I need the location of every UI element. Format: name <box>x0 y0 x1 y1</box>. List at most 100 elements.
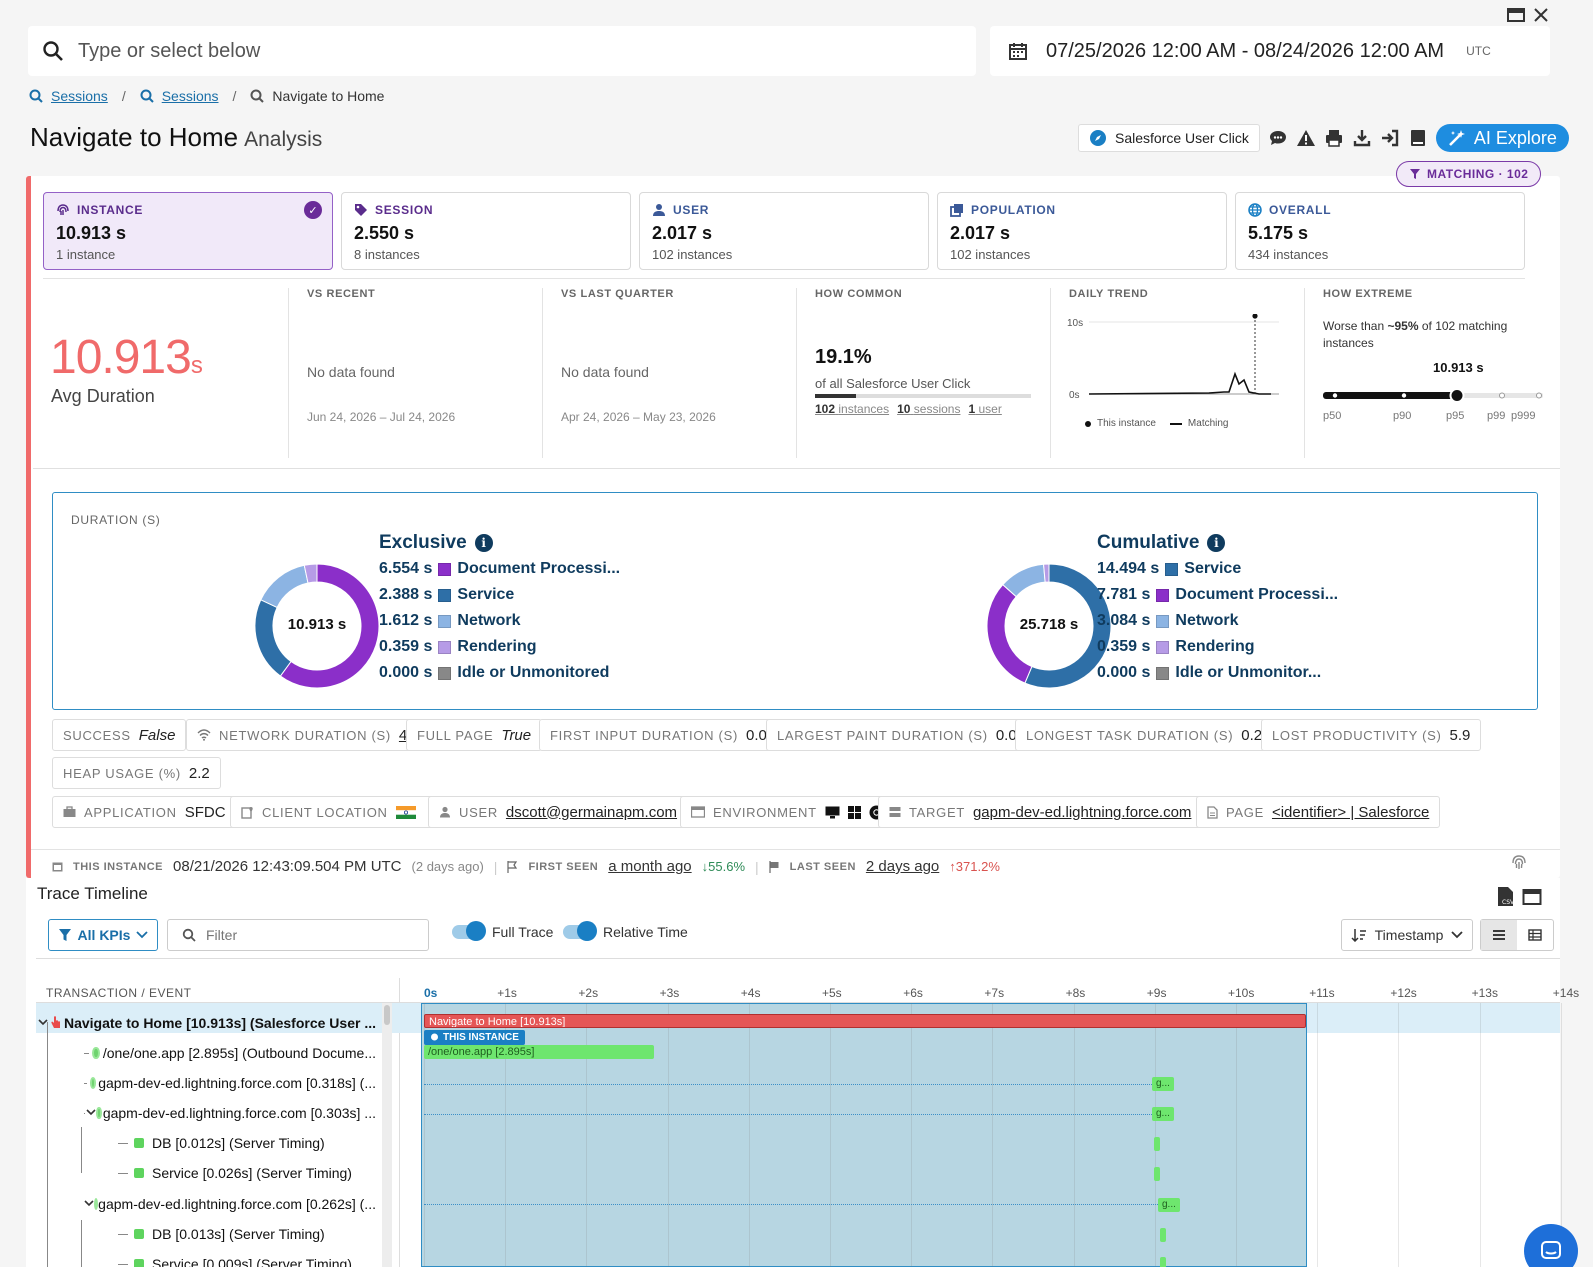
chevron-down-icon[interactable] <box>38 1019 48 1027</box>
csv-export-icon[interactable]: CSV <box>1496 886 1516 908</box>
table-view-button[interactable] <box>1517 920 1553 950</box>
tree-row[interactable]: Service [0.009s] (Server Timing) <box>36 1249 376 1267</box>
scope-card-user[interactable]: USER 2.017 s 102 instances <box>639 192 929 270</box>
ai-explore-button[interactable]: AI Explore <box>1435 124 1569 152</box>
attr-network-duration[interactable]: NETWORK DURATION (S) 4 <box>186 719 419 751</box>
attr-heap-usage[interactable]: HEAP USAGE (%) 2.2 <box>52 757 221 789</box>
timeline-bar[interactable]: g... <box>1158 1198 1180 1212</box>
comment-icon[interactable] <box>1268 128 1288 148</box>
attr-client-location[interactable]: CLIENT LOCATION <box>230 796 435 828</box>
timeline-bar[interactable]: g... <box>1152 1107 1174 1121</box>
last-seen-value[interactable]: 2 days ago <box>865 858 940 875</box>
matching-filter-pill[interactable]: MATCHING · 102 <box>1396 161 1542 187</box>
search-input[interactable] <box>78 39 878 63</box>
attr-first-input-duration[interactable]: FIRST INPUT DURATION (S) 0.0 <box>539 719 778 751</box>
legend-item[interactable]: 0.000 s Idle or Unmonitor... <box>1097 660 1338 686</box>
attr-page[interactable]: PAGE <identifier> | Salesforce <box>1196 796 1441 828</box>
card-sub: 434 instances <box>1248 247 1329 262</box>
timeline-bar[interactable] <box>1160 1228 1166 1242</box>
legend-item[interactable]: 0.359 s Rendering <box>1097 634 1338 660</box>
scope-card-population[interactable]: POPULATION 2.017 s 102 instances <box>937 192 1227 270</box>
tree-row[interactable]: Navigate to Home [10.913s] (Salesforce U… <box>36 1008 376 1038</box>
attr-full-page[interactable]: FULL PAGE True <box>406 719 543 751</box>
donut-slice[interactable] <box>303 563 318 584</box>
attr-target[interactable]: TARGET gapm-dev-ed.lightning.force.com <box>878 796 1203 828</box>
scope-card-overall[interactable]: OVERALL 5.175 s 434 instances <box>1235 192 1525 270</box>
restore-window-icon[interactable] <box>1505 4 1527 26</box>
legend-item[interactable]: 6.554 s Document Processi... <box>379 556 620 582</box>
tree-row[interactable]: /one/one.app [2.895s] (Outbound Docume..… <box>36 1038 376 1068</box>
scrollbar-track[interactable] <box>382 1003 392 1267</box>
close-window-icon[interactable] <box>1530 4 1552 26</box>
tree-row[interactable]: gapm-dev-ed.lightning.force.com [0.262s]… <box>36 1189 376 1219</box>
tree-row[interactable]: DB [0.013s] (Server Timing) <box>36 1219 376 1249</box>
legend-item[interactable]: 14.494 s Service <box>1097 556 1338 582</box>
attr-largest-paint-duration[interactable]: LARGEST PAINT DURATION (S) 0.0 <box>766 719 1028 751</box>
date-range-picker[interactable]: 07/25/2026 12:00 AM - 08/24/2026 12:00 A… <box>990 26 1550 76</box>
timeline-bar[interactable] <box>1154 1167 1160 1181</box>
attr-lost-productivity[interactable]: LOST PRODUCTIVITY (S) 5.9 <box>1261 719 1482 751</box>
legend-item[interactable]: 3.084 s Network <box>1097 608 1338 634</box>
legend-item[interactable]: 2.388 s Service <box>379 582 620 608</box>
donut-slice[interactable] <box>986 583 1033 684</box>
relative-time-toggle[interactable]: Relative Time <box>563 921 688 941</box>
legend-item[interactable]: 0.359 s Rendering <box>379 634 620 660</box>
legend-item[interactable]: 7.781 s Document Processi... <box>1097 582 1338 608</box>
kpi-filter-dropdown[interactable]: All KPIs <box>48 919 158 951</box>
toggle-switch[interactable] <box>563 921 597 941</box>
attr-user[interactable]: USER dscott@germainapm.com <box>428 796 689 828</box>
sign-in-icon[interactable] <box>1380 128 1400 148</box>
tree-row[interactable]: DB [0.012s] (Server Timing) <box>36 1128 376 1158</box>
search-bar[interactable] <box>28 26 976 76</box>
attr-environment[interactable]: ENVIRONMENT <box>680 796 903 828</box>
sort-dropdown[interactable]: Timestamp <box>1341 919 1473 951</box>
attr-longest-task-duration[interactable]: LONGEST TASK DURATION (S) 0.2 <box>1015 719 1274 751</box>
donut-slice[interactable] <box>1024 563 1112 689</box>
chat-launcher-button[interactable] <box>1524 1224 1578 1267</box>
category-button[interactable]: Salesforce User Click <box>1078 124 1260 152</box>
scope-card-instance[interactable]: INSTANCE 10.913 s 1 instance ✓ <box>43 192 333 270</box>
scope-card-session[interactable]: SESSION 2.550 s 8 instances <box>341 192 631 270</box>
timeline-bar[interactable] <box>1160 1257 1166 1267</box>
donut-slice[interactable] <box>254 599 292 677</box>
card-label: SESSION <box>375 203 434 217</box>
download-icon[interactable] <box>1352 128 1372 148</box>
breadcrumb-sessions-link[interactable]: Sessions <box>51 88 108 104</box>
scrollbar-thumb[interactable] <box>384 1005 390 1025</box>
timeline-filter[interactable] <box>167 919 429 951</box>
legend-item[interactable]: 0.000 s Idle or Unmonitored <box>379 660 620 686</box>
donut-slice[interactable] <box>279 563 380 689</box>
breadcrumb-sessions-link-2[interactable]: Sessions <box>161 88 219 104</box>
timeline-bar[interactable]: /one/one.app [2.895s] <box>424 1045 654 1059</box>
instances-count[interactable]: 102 instances <box>815 402 890 416</box>
splitter[interactable] <box>399 978 400 1267</box>
tree-row[interactable]: Service [0.026s] (Server Timing) <box>36 1158 376 1188</box>
alert-icon[interactable] <box>1296 128 1316 148</box>
timeline-bar-main[interactable]: Navigate to Home [10.913s] <box>424 1014 1306 1028</box>
fingerprint-icon[interactable] <box>1510 853 1528 871</box>
toggle-switch[interactable] <box>452 921 486 941</box>
chevron-down-icon[interactable] <box>86 1109 96 1117</box>
info-icon[interactable]: i <box>474 534 493 552</box>
timeline-filter-input[interactable] <box>206 927 406 943</box>
attr-success[interactable]: SUCCESS False <box>52 719 187 751</box>
info-icon[interactable]: i <box>1207 534 1226 552</box>
tree-row[interactable]: gapm-dev-ed.lightning.force.com [0.303s]… <box>36 1098 376 1128</box>
legend-item[interactable]: 1.612 s Network <box>379 608 620 634</box>
attr-application[interactable]: APPLICATION SFDC <box>52 796 237 828</box>
donut-slice[interactable] <box>1043 563 1050 583</box>
list-view-button[interactable] <box>1481 920 1517 950</box>
tree-row[interactable]: gapm-dev-ed.lightning.force.com [0.318s]… <box>36 1068 376 1098</box>
first-seen-value[interactable]: a month ago <box>608 858 692 875</box>
donut-slice[interactable] <box>260 564 309 609</box>
timeline-bar[interactable]: g... <box>1152 1077 1174 1091</box>
window-expand-icon[interactable] <box>1522 888 1542 906</box>
users-count[interactable]: 1 user <box>968 402 1002 416</box>
bookmark-book-icon[interactable] <box>1408 128 1428 148</box>
chevron-down-icon[interactable] <box>84 1200 94 1208</box>
sessions-count[interactable]: 10 sessions <box>897 402 961 416</box>
print-icon[interactable] <box>1324 128 1344 148</box>
grid-line <box>830 1003 831 1267</box>
timeline-bar[interactable] <box>1154 1137 1160 1151</box>
full-trace-toggle[interactable]: Full Trace <box>452 921 553 941</box>
